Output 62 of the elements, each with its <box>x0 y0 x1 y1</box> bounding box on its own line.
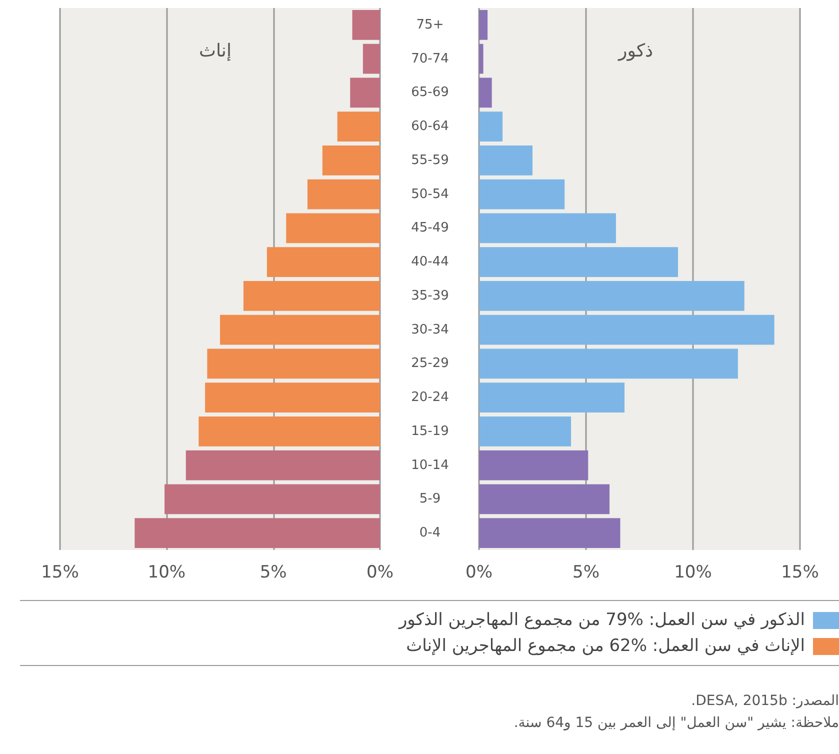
y-tick-label: 30-34 <box>411 322 449 338</box>
bar <box>205 382 380 412</box>
annotation: إناث <box>199 40 232 62</box>
bar <box>479 112 503 142</box>
y-tick-label: 65-69 <box>411 85 449 100</box>
bar <box>479 416 572 446</box>
bar <box>479 281 744 311</box>
y-tick-label: 5-9 <box>419 492 441 507</box>
legend-label: الذكور في سن العمل: %79 من مجموع المهاجرين الذكور <box>398 609 805 632</box>
y-tick-label: 70-74 <box>411 51 449 66</box>
bar <box>337 112 380 142</box>
bar <box>350 78 380 108</box>
annotation: ذكور <box>618 40 654 62</box>
bar <box>479 10 488 40</box>
bar <box>479 78 492 108</box>
bar <box>479 213 616 244</box>
bar <box>307 179 380 210</box>
bar <box>479 146 532 176</box>
bar <box>479 314 774 345</box>
bar <box>198 416 380 446</box>
y-tick-label: 35-39 <box>411 288 449 304</box>
y-tick-label: 75+ <box>416 17 444 32</box>
bar <box>207 348 380 379</box>
y-tick-label: 20-24 <box>411 390 449 406</box>
y-tick-label: 55-59 <box>411 152 449 168</box>
bar <box>479 179 565 210</box>
bar <box>479 44 484 74</box>
y-tick-label: 60-64 <box>411 119 449 134</box>
text: ملاحظة: يشير "سن العمل" إلى العمر بين 15 و64 سنة. <box>514 714 839 733</box>
x-tick-label: 15% <box>781 562 819 582</box>
y-tick-label: 10-14 <box>411 458 449 473</box>
bar <box>479 247 678 277</box>
bar <box>243 281 380 311</box>
y-tick-label: 15-19 <box>411 424 449 439</box>
bar <box>164 484 380 514</box>
bar <box>362 44 380 74</box>
bar <box>479 348 738 379</box>
x-tick-label: 10% <box>674 562 712 582</box>
bar <box>479 484 610 514</box>
bar <box>479 382 625 412</box>
bar <box>134 518 380 548</box>
y-tick-label: 50-54 <box>411 186 449 202</box>
x-tick-label: 10% <box>148 562 186 582</box>
bar <box>352 10 380 40</box>
y-tick-label: 45-49 <box>411 220 449 236</box>
bar <box>186 450 380 480</box>
bar <box>322 146 380 176</box>
bar <box>286 213 380 244</box>
legend-label: الإناث في سن العمل: %62 من مجموع المهاجرين الإناث <box>406 635 805 658</box>
x-tick-label: 0% <box>466 562 492 582</box>
x-tick-label: 5% <box>260 562 287 582</box>
x-tick-label: 0% <box>366 562 394 582</box>
bar <box>479 518 620 548</box>
text: المصدر: DESA, 2015b. <box>690 692 839 711</box>
y-tick-label: 25-29 <box>411 356 449 372</box>
bar <box>220 314 380 345</box>
bar <box>266 247 380 277</box>
x-tick-label: 15% <box>41 562 79 582</box>
y-tick-label: 40-44 <box>411 254 449 270</box>
x-tick-label: 5% <box>572 562 600 582</box>
y-tick-label: 0-4 <box>419 526 441 541</box>
bar <box>479 450 588 480</box>
